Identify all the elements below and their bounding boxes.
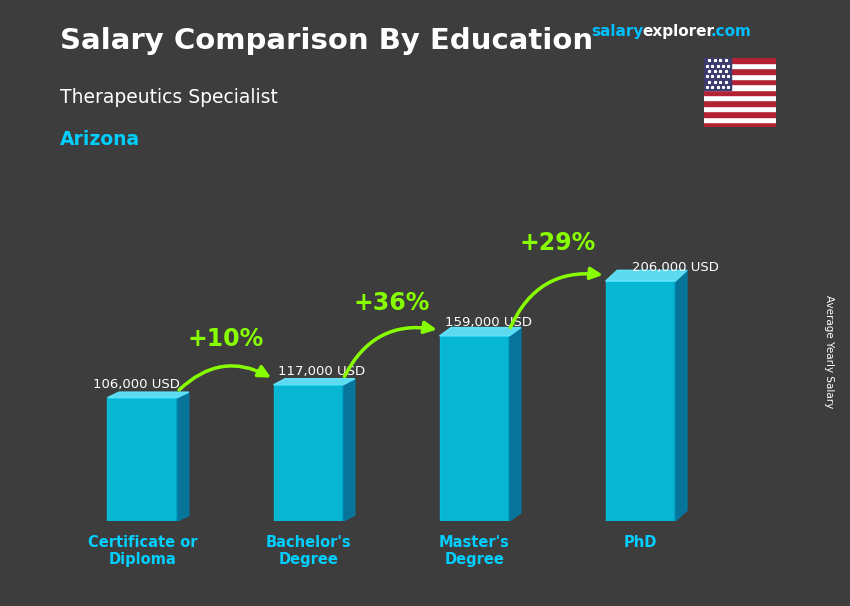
Polygon shape	[343, 379, 354, 521]
Bar	[704, 95, 776, 101]
Bar	[704, 63, 776, 68]
Text: salary: salary	[591, 24, 643, 39]
Text: .com: .com	[711, 24, 751, 39]
Text: 159,000 USD: 159,000 USD	[445, 316, 531, 329]
Polygon shape	[274, 379, 354, 385]
Bar	[107, 398, 177, 521]
Text: Salary Comparison By Education: Salary Comparison By Education	[60, 27, 592, 55]
Bar	[704, 90, 776, 95]
Bar	[704, 111, 776, 116]
Polygon shape	[605, 270, 687, 281]
Text: +36%: +36%	[354, 291, 429, 315]
Text: +10%: +10%	[187, 327, 264, 351]
Bar	[439, 336, 509, 521]
Bar	[704, 74, 776, 79]
Bar	[704, 58, 731, 90]
Text: 206,000 USD: 206,000 USD	[632, 261, 719, 274]
Bar	[605, 281, 676, 521]
Polygon shape	[107, 392, 189, 398]
Bar	[704, 79, 776, 84]
Polygon shape	[509, 327, 521, 521]
Bar	[704, 68, 776, 74]
Polygon shape	[676, 270, 687, 521]
Bar	[704, 106, 776, 111]
Bar	[274, 385, 343, 521]
Bar	[704, 101, 776, 106]
Text: Arizona: Arizona	[60, 130, 139, 149]
Bar	[704, 84, 776, 90]
Bar	[704, 122, 776, 127]
Text: 117,000 USD: 117,000 USD	[279, 365, 366, 378]
Text: explorer: explorer	[643, 24, 715, 39]
Text: Therapeutics Specialist: Therapeutics Specialist	[60, 88, 277, 107]
Text: +29%: +29%	[519, 231, 596, 255]
Text: Average Yearly Salary: Average Yearly Salary	[824, 295, 834, 408]
Bar	[704, 58, 776, 63]
Polygon shape	[439, 327, 521, 336]
Bar	[704, 116, 776, 122]
Text: 106,000 USD: 106,000 USD	[93, 378, 179, 391]
Polygon shape	[177, 392, 189, 521]
